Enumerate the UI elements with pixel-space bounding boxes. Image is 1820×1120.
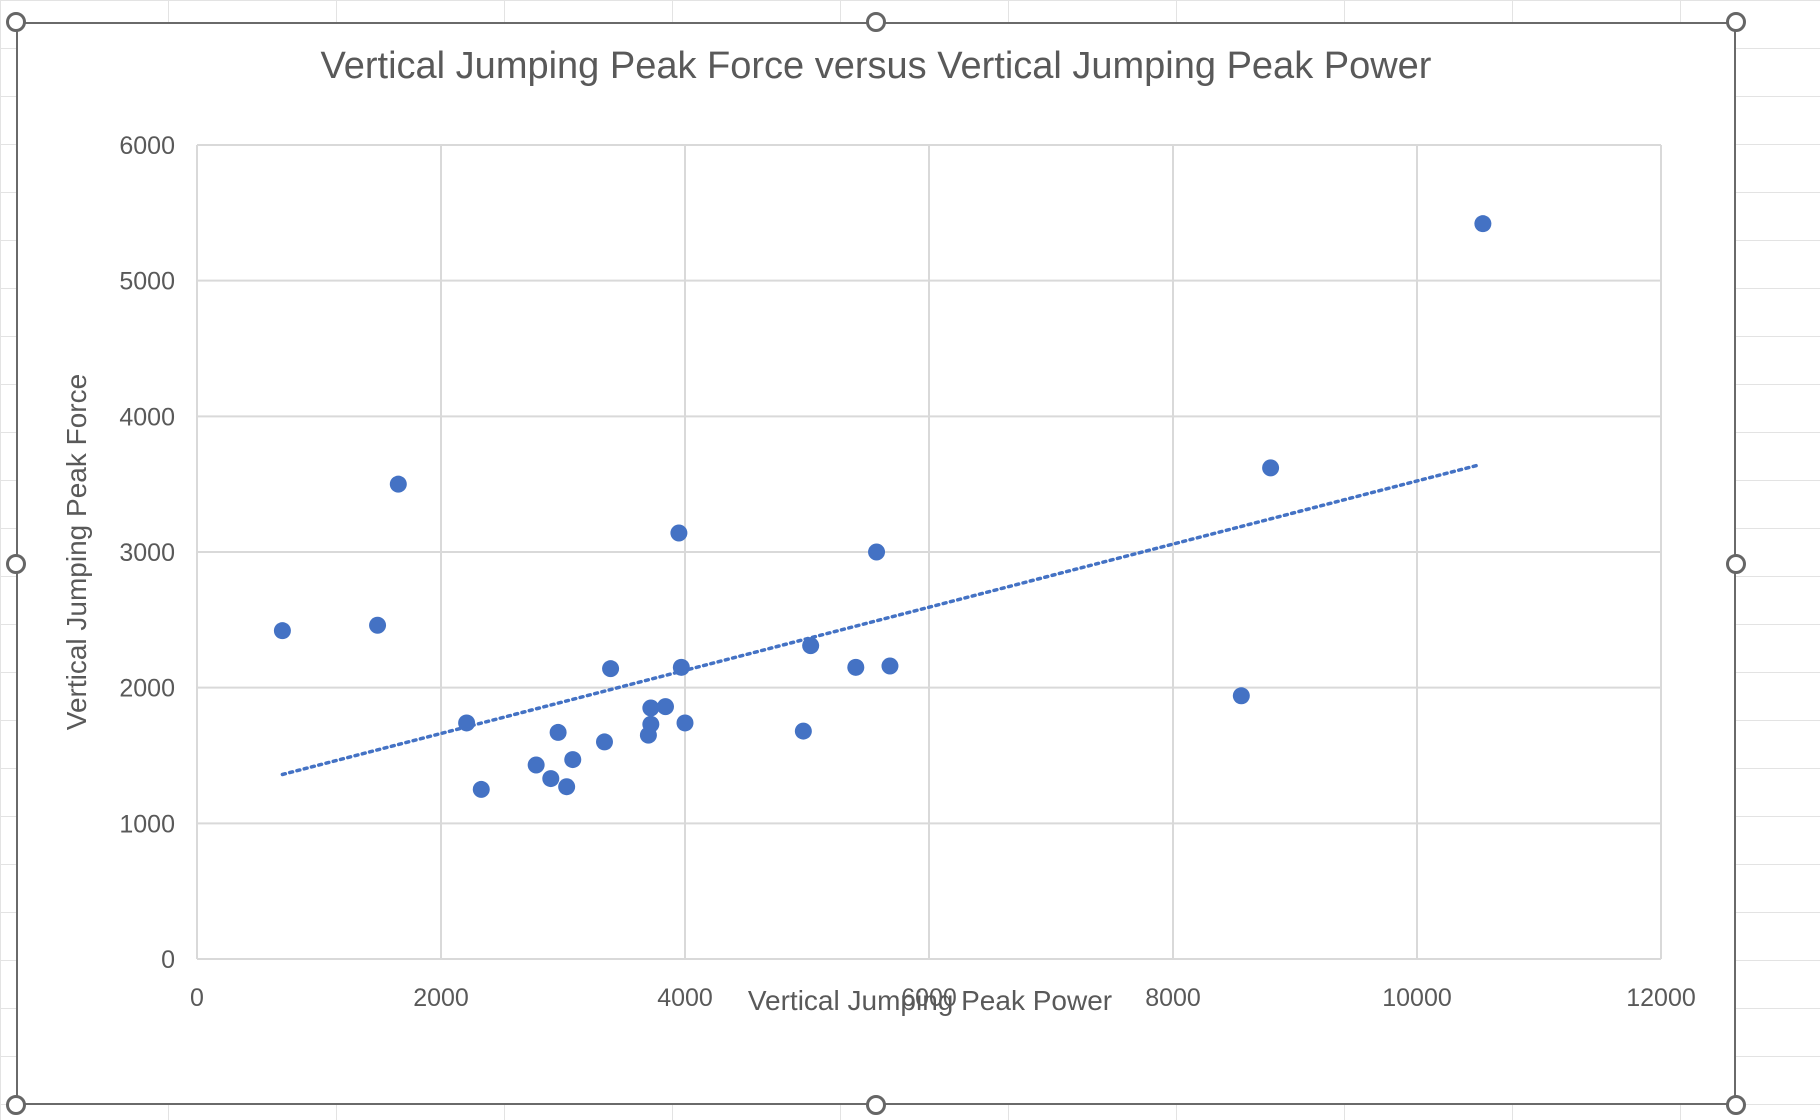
scatter-chart: Vertical Jumping Peak Force versus Verti… [61, 45, 1696, 1016]
x-tick-label: 10000 [1382, 984, 1452, 1012]
x-tick-label: 12000 [1626, 984, 1696, 1012]
data-point [642, 715, 660, 733]
data-point [527, 756, 545, 774]
data-point [1262, 459, 1280, 477]
data-point [881, 657, 899, 675]
data-point [542, 770, 560, 788]
data-point [672, 658, 690, 676]
trendline [280, 463, 1480, 777]
data-point [794, 722, 812, 740]
data-point [802, 637, 820, 655]
data-point [595, 733, 613, 751]
resize-handle-top-right[interactable] [1726, 12, 1746, 32]
data-point [676, 714, 694, 732]
data-point [369, 616, 387, 634]
data-point [564, 751, 582, 769]
y-axis-label: Vertical Jumping Peak Force [61, 374, 92, 730]
resize-handle-bottom-left[interactable] [6, 1095, 26, 1115]
resize-handle-top-middle[interactable] [866, 12, 886, 32]
data-point [472, 780, 490, 798]
trendline-group [280, 463, 1480, 777]
data-point [558, 778, 576, 796]
data-point [656, 698, 674, 716]
resize-handle-middle-left[interactable] [6, 554, 26, 574]
gridlines [196, 144, 1662, 960]
data-point [1232, 687, 1250, 705]
data-point [847, 658, 865, 676]
data-point [273, 622, 291, 640]
data-point [1474, 215, 1492, 233]
x-axis-label: Vertical Jumping Peak Power [748, 985, 1112, 1016]
resize-handle-middle-right[interactable] [1726, 554, 1746, 574]
x-tick-label: 8000 [1145, 984, 1201, 1012]
resize-handle-bottom-right[interactable] [1726, 1095, 1746, 1115]
y-tick-label: 0 [161, 946, 175, 974]
chart-area[interactable]: Vertical Jumping Peak Force versus Verti… [16, 22, 1736, 1105]
x-tick-label: 0 [190, 984, 204, 1012]
y-tick-label: 5000 [119, 268, 175, 296]
resize-handle-bottom-middle[interactable] [866, 1095, 886, 1115]
y-tick-label: 6000 [119, 132, 175, 160]
y-tick-label: 2000 [119, 675, 175, 703]
chart-title: Vertical Jumping Peak Force versus Verti… [321, 45, 1432, 87]
y-tick-label: 1000 [119, 810, 175, 838]
resize-handle-top-left[interactable] [6, 12, 26, 32]
x-tick-label: 4000 [657, 984, 713, 1012]
y-tick-label: 4000 [119, 403, 175, 431]
data-points [273, 215, 1492, 798]
data-point [458, 714, 476, 732]
axis-ticks: 0 1000 2000 3000 4000 5000 6000 0 2000 4000 6000 80… [119, 132, 1695, 1012]
x-tick-label: 2000 [413, 984, 469, 1012]
data-point [642, 699, 660, 717]
y-tick-label: 3000 [119, 539, 175, 567]
data-point [389, 475, 407, 493]
data-point [670, 524, 688, 542]
data-point [602, 660, 620, 678]
x-tick-label: 6000 [901, 984, 957, 1012]
data-point [549, 723, 567, 741]
data-point [868, 543, 886, 561]
